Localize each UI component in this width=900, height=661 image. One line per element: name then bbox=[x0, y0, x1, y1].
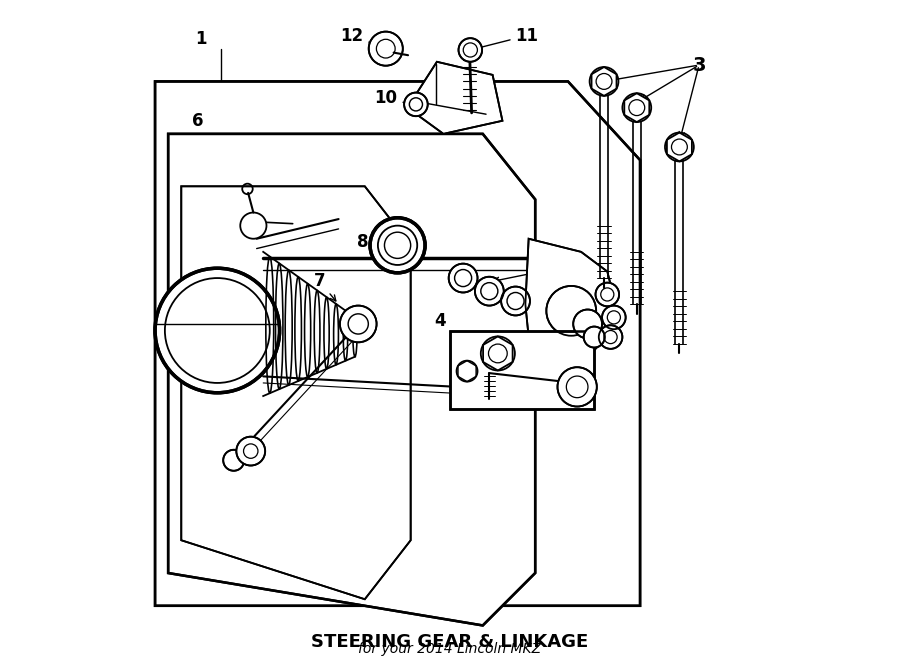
Circle shape bbox=[501, 287, 530, 315]
Text: 7: 7 bbox=[314, 272, 336, 301]
Circle shape bbox=[475, 277, 504, 305]
Circle shape bbox=[223, 449, 244, 471]
Text: 1: 1 bbox=[195, 30, 207, 48]
Polygon shape bbox=[168, 134, 536, 625]
Polygon shape bbox=[483, 336, 513, 370]
Polygon shape bbox=[181, 186, 410, 600]
Text: 9: 9 bbox=[460, 82, 482, 102]
Circle shape bbox=[370, 217, 425, 273]
Circle shape bbox=[237, 437, 266, 465]
Circle shape bbox=[584, 327, 605, 348]
Circle shape bbox=[573, 309, 602, 338]
Circle shape bbox=[240, 213, 266, 239]
Text: for your 2014 Lincoln MKZ: for your 2014 Lincoln MKZ bbox=[358, 642, 542, 656]
Circle shape bbox=[458, 38, 482, 61]
Circle shape bbox=[546, 286, 596, 336]
Polygon shape bbox=[667, 133, 692, 161]
Circle shape bbox=[598, 325, 623, 349]
Text: 12: 12 bbox=[340, 26, 382, 48]
Polygon shape bbox=[591, 67, 617, 96]
Text: 5: 5 bbox=[502, 338, 540, 356]
Circle shape bbox=[557, 368, 597, 407]
Polygon shape bbox=[408, 61, 502, 134]
Text: STEERING GEAR & LINKAGE: STEERING GEAR & LINKAGE bbox=[311, 633, 589, 651]
Text: 10: 10 bbox=[374, 89, 411, 107]
Circle shape bbox=[596, 283, 619, 306]
Polygon shape bbox=[155, 81, 640, 605]
Circle shape bbox=[449, 264, 478, 292]
Circle shape bbox=[369, 32, 403, 65]
Text: 6: 6 bbox=[192, 112, 203, 130]
Circle shape bbox=[155, 268, 280, 393]
Polygon shape bbox=[625, 93, 649, 122]
Circle shape bbox=[340, 305, 376, 342]
Text: 8: 8 bbox=[356, 233, 377, 251]
Text: 3: 3 bbox=[692, 56, 706, 75]
Text: 2: 2 bbox=[493, 262, 547, 283]
Text: 4: 4 bbox=[435, 312, 446, 330]
Circle shape bbox=[602, 305, 626, 329]
Text: 11: 11 bbox=[474, 26, 538, 50]
Polygon shape bbox=[458, 361, 476, 381]
Circle shape bbox=[404, 93, 428, 116]
Polygon shape bbox=[526, 239, 614, 364]
Polygon shape bbox=[450, 330, 594, 409]
